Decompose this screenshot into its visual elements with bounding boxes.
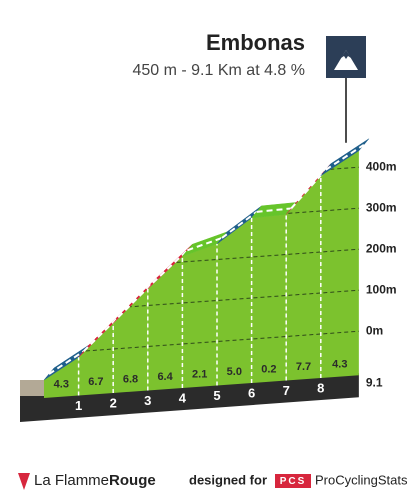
km-label: 4 xyxy=(179,390,187,405)
gradient-label: 6.7 xyxy=(88,376,103,388)
segment-face xyxy=(217,217,252,386)
gradient-label: 5.0 xyxy=(227,366,242,378)
km-label: 7 xyxy=(283,383,290,398)
gradient-label: 2.1 xyxy=(192,369,207,381)
brand: La FlammeRouge xyxy=(34,472,156,489)
segment-dash xyxy=(152,249,189,284)
segment-dash xyxy=(48,350,85,375)
grid-line xyxy=(44,330,359,355)
gradient-label: 4.3 xyxy=(332,359,347,371)
segment-face xyxy=(320,150,359,378)
y-tick-label: 100m xyxy=(366,282,397,296)
badge-box xyxy=(275,474,311,488)
left-cap xyxy=(20,380,44,396)
gradient-label: 6.4 xyxy=(157,371,173,383)
segment-face xyxy=(286,175,321,381)
designed-for: designed for xyxy=(189,472,267,487)
km-label: 6 xyxy=(248,385,255,400)
segment-face xyxy=(44,357,79,398)
km-label: 1 xyxy=(75,398,82,413)
segment-face xyxy=(251,214,287,383)
km-label: 2 xyxy=(110,395,117,410)
gradient-label: 6.8 xyxy=(123,374,138,386)
segment-dash xyxy=(82,316,119,353)
segment-face xyxy=(78,323,114,396)
segment-dash xyxy=(325,143,365,171)
km-label: 5 xyxy=(213,388,220,403)
segment-face xyxy=(182,243,217,388)
segment-dash xyxy=(117,282,154,319)
y-tick-label: 300m xyxy=(366,200,397,214)
y-tick-label: 0m xyxy=(366,323,383,337)
gradient-label: 0.2 xyxy=(261,364,276,376)
footer: La FlammeRouge designed for PCS ProCycli… xyxy=(18,472,408,490)
km-label: 9.1 xyxy=(366,375,383,389)
y-tick-label: 200m xyxy=(366,241,397,255)
site: ProCyclingStats xyxy=(315,472,408,487)
base-band xyxy=(20,373,359,422)
chart-title: Embonas xyxy=(206,30,305,55)
km-label: 3 xyxy=(144,393,151,408)
summit-icon xyxy=(326,36,366,78)
segment-dash xyxy=(187,236,223,252)
gradient-label: 7.7 xyxy=(296,361,311,373)
segment-dash xyxy=(256,207,292,213)
y-tick-label: 400m xyxy=(366,159,397,173)
km-label: 8 xyxy=(317,380,324,395)
segment-face xyxy=(147,256,183,391)
front-face xyxy=(44,150,359,398)
chart-subtitle: 450 m - 9.1 Km at 4.8 % xyxy=(132,62,305,79)
gradient-label: 4.3 xyxy=(54,379,69,391)
badge: PCS xyxy=(280,476,307,487)
segment-dash xyxy=(290,169,327,210)
segment-dash xyxy=(221,211,258,239)
